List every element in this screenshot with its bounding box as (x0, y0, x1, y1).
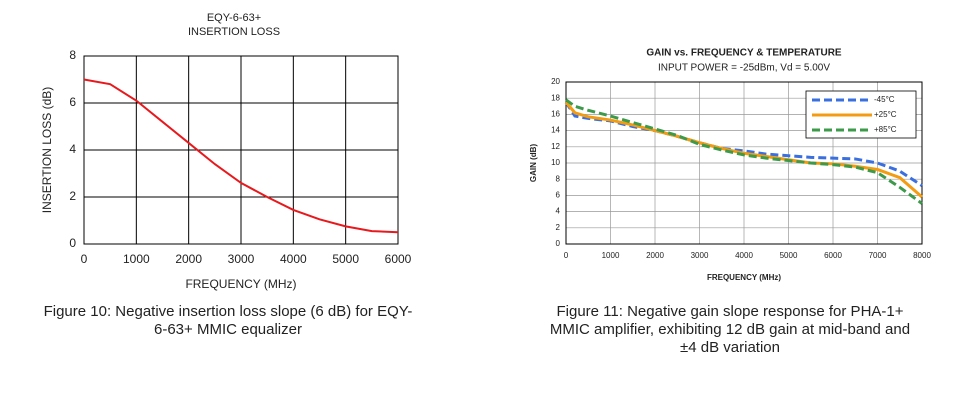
x-tick-label: 0 (564, 251, 569, 260)
series-line (565, 98, 923, 205)
y-tick-label: 8 (69, 48, 76, 62)
series-line (83, 78, 399, 234)
y-tick-label: 2 (556, 223, 561, 232)
x-tick-label: 3000 (691, 251, 709, 260)
x-tick-label: 2000 (646, 251, 664, 260)
y-tick-label: 6 (69, 95, 76, 109)
y-tick-label: 6 (556, 191, 561, 200)
legend-label: +85°C (874, 125, 897, 134)
y-tick-label: 12 (551, 142, 560, 151)
y-tick-label: 0 (556, 239, 561, 248)
x-tick-label: 4000 (735, 251, 753, 260)
x-tick-label: 0 (81, 252, 88, 266)
legend-label: -45°C (874, 95, 895, 104)
x-tick-label: 1000 (123, 252, 150, 266)
plot-frame (83, 55, 399, 245)
y-tick-label: 14 (551, 126, 560, 135)
y-tick-label: 8 (556, 174, 561, 183)
x-tick-label: 6000 (385, 252, 412, 266)
y-tick-label: 0 (69, 236, 76, 250)
plot-frame (565, 81, 923, 245)
x-tick-label: 6000 (824, 251, 842, 260)
x-tick-label: 1000 (602, 251, 620, 260)
chart-title: EQY-6-63+ (207, 12, 261, 24)
figure-caption: 6-63+ MMIC equalizer (154, 321, 302, 338)
y-axis-label: INSERTION LOSS (dB) (40, 87, 54, 213)
x-tick-label: 5000 (332, 252, 359, 266)
chart-subtitle: INPUT POWER = -25dBm, Vd = 5.00V (658, 63, 830, 74)
y-tick-label: 4 (556, 207, 561, 216)
y-tick-label: 2 (69, 189, 76, 203)
y-tick-label: 10 (551, 158, 560, 167)
x-axis-label: FREQUENCY (MHz) (707, 273, 781, 282)
x-tick-label: 8000 (913, 251, 931, 260)
figure-caption: MMIC amplifier, exhibiting 12 dB gain at… (550, 321, 910, 338)
legend-label: +25°C (874, 110, 897, 119)
x-tick-label: 4000 (280, 252, 307, 266)
y-tick-label: 18 (551, 93, 560, 102)
x-tick-label: 7000 (869, 251, 887, 260)
x-tick-label: 5000 (780, 251, 798, 260)
y-tick-label: 16 (551, 110, 560, 119)
y-tick-label: 4 (69, 142, 76, 156)
chart-title: INSERTION LOSS (188, 26, 280, 38)
x-tick-label: 2000 (175, 252, 202, 266)
figure-caption: Figure 11: Negative gain slope response … (557, 303, 904, 320)
y-tick-label: 20 (551, 77, 560, 86)
chart-title: GAIN vs. FREQUENCY & TEMPERATURE (646, 48, 842, 59)
figure-caption: ±4 dB variation (680, 339, 780, 356)
figure-caption: Figure 10: Negative insertion loss slope… (44, 303, 413, 320)
y-axis-label: GAIN (dB) (529, 144, 538, 183)
x-tick-label: 3000 (228, 252, 255, 266)
x-axis-label: FREQUENCY (MHz) (185, 277, 296, 291)
